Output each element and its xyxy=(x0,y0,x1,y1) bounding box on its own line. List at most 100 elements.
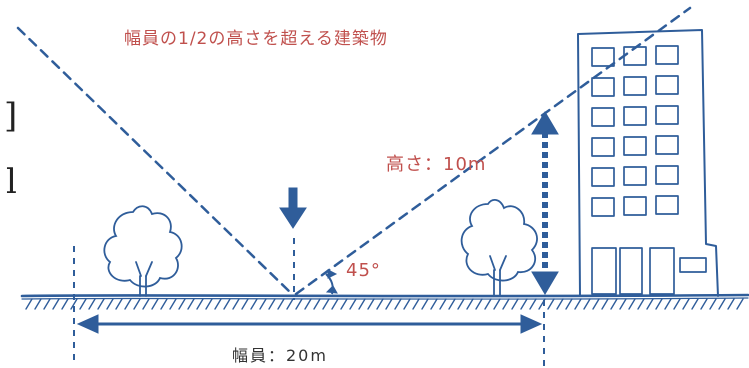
ground-hatch-stroke xyxy=(295,298,303,310)
ground-hatch-stroke xyxy=(61,298,69,310)
right-setback-line xyxy=(294,6,692,296)
ground-hatch-stroke xyxy=(160,298,168,310)
ground-hatch-stroke xyxy=(115,298,123,310)
ground-hatch-stroke xyxy=(88,298,96,310)
ground-hatch-stroke xyxy=(709,298,717,310)
height-dimension-arrow xyxy=(531,111,559,295)
ground-hatch-stroke xyxy=(124,298,132,310)
ground-hatch-stroke xyxy=(421,298,429,310)
ground-hatch-stroke xyxy=(214,298,222,310)
ground-hatch-stroke xyxy=(223,298,231,310)
ground-hatch-stroke xyxy=(196,298,204,310)
ground-hatch-stroke xyxy=(493,298,501,310)
right-tree xyxy=(460,199,538,297)
width-label: 幅員：20m xyxy=(232,346,328,365)
ground-hatch-stroke xyxy=(736,298,744,310)
ground-hatch-stroke xyxy=(448,298,456,310)
ground-hatch-stroke xyxy=(322,298,330,310)
ground-hatch-stroke xyxy=(340,298,348,310)
ground-hatch-stroke xyxy=(529,298,537,310)
angle-mark xyxy=(325,269,338,295)
ground-hatch-stroke xyxy=(475,298,483,310)
ground-hatch-stroke xyxy=(268,298,276,310)
ground-hatch-stroke xyxy=(151,298,159,310)
ground-hatch-stroke xyxy=(646,298,654,310)
ground-hatch-stroke xyxy=(700,298,708,310)
building-windows xyxy=(591,45,679,217)
ground-hatch-stroke xyxy=(142,298,150,310)
ground-hatch-stroke xyxy=(358,298,366,310)
cropped-text-fragment: l xyxy=(6,162,17,202)
height-label: 高さ：10m xyxy=(386,154,487,175)
ground-hatch-stroke xyxy=(349,298,357,310)
ground-hatch-stroke xyxy=(313,298,321,310)
ground-hatch-stroke xyxy=(34,298,42,310)
ground-hatch-stroke xyxy=(619,298,627,310)
ground-hatch-stroke xyxy=(106,298,114,310)
ground-hatch-stroke xyxy=(367,298,375,310)
ground-hatch-stroke xyxy=(43,298,51,310)
ground-hatch-stroke xyxy=(691,298,699,310)
ground-hatch-stroke xyxy=(187,298,195,310)
ground-hatch-stroke xyxy=(385,298,393,310)
ground-hatch-stroke xyxy=(718,298,726,310)
ground-hatch-stroke xyxy=(97,298,105,310)
ground-hatch-stroke xyxy=(439,298,447,310)
center-down-arrow xyxy=(279,187,307,229)
ground-hatch-stroke xyxy=(232,298,240,310)
ground-hatch-stroke xyxy=(277,298,285,310)
ground-hatch-stroke xyxy=(331,298,339,310)
ground-hatch-stroke xyxy=(511,298,519,310)
ground-hatch-stroke xyxy=(601,298,609,310)
ground-hatch-stroke xyxy=(466,298,474,310)
angle-label: 45° xyxy=(346,260,381,281)
ground-hatch-stroke xyxy=(628,298,636,310)
ground-hatch-stroke xyxy=(52,298,60,310)
ground-hatch-stroke xyxy=(376,298,384,310)
ground-hatch-stroke xyxy=(637,298,645,310)
ground-hatch-stroke xyxy=(664,298,672,310)
ground-hatch-stroke xyxy=(610,298,618,310)
ground-hatch-stroke xyxy=(520,298,528,310)
ground-hatch-stroke xyxy=(412,298,420,310)
ground-hatch-stroke xyxy=(682,298,690,310)
ground-hatch-stroke xyxy=(169,298,177,310)
ground-hatch-stroke xyxy=(394,298,402,310)
ground-hatch-stroke xyxy=(286,298,294,310)
setback-lines xyxy=(16,6,692,296)
ground-hatch-stroke xyxy=(673,298,681,310)
ground-hatch-stroke xyxy=(70,298,78,310)
ground-hatch-stroke xyxy=(457,298,465,310)
ground-hatch-stroke xyxy=(655,298,663,310)
ground-hatch-stroke xyxy=(574,298,582,310)
building-entrance xyxy=(591,247,707,295)
ground-hatch-stroke xyxy=(259,298,267,310)
left-tree xyxy=(103,205,183,297)
ground-hatch-stroke xyxy=(430,298,438,310)
ground-hatch-stroke xyxy=(133,298,141,310)
ground-hatch-stroke xyxy=(727,298,735,310)
ground-hatch-stroke xyxy=(304,298,312,310)
ground-hatch-stroke xyxy=(403,298,411,310)
ground-hatch-stroke xyxy=(25,298,33,310)
left-setback-line xyxy=(16,26,294,296)
cropped-text-fragment: ] xyxy=(4,96,18,136)
width-dimension-arrow xyxy=(76,314,543,334)
ground-hatch-stroke xyxy=(178,298,186,310)
ground-hatch-stroke xyxy=(250,298,258,310)
ground-hatch-stroke xyxy=(565,298,573,310)
ground-hatch-stroke xyxy=(592,298,600,310)
ground-hatch-stroke xyxy=(205,298,213,310)
ground-hatch-stroke xyxy=(556,298,564,310)
building-outline xyxy=(577,29,719,297)
ground-hatch-stroke xyxy=(502,298,510,310)
road-edge-markers xyxy=(73,238,545,366)
building xyxy=(577,29,719,297)
ground xyxy=(20,293,749,310)
title-label: 幅員の1/2の高さを超える建築物 xyxy=(124,29,388,49)
ground-hatch-stroke xyxy=(484,298,492,310)
ground-hatch-stroke xyxy=(241,298,249,310)
ground-hatch-stroke xyxy=(583,298,591,310)
ground-hatch-stroke xyxy=(79,298,87,310)
